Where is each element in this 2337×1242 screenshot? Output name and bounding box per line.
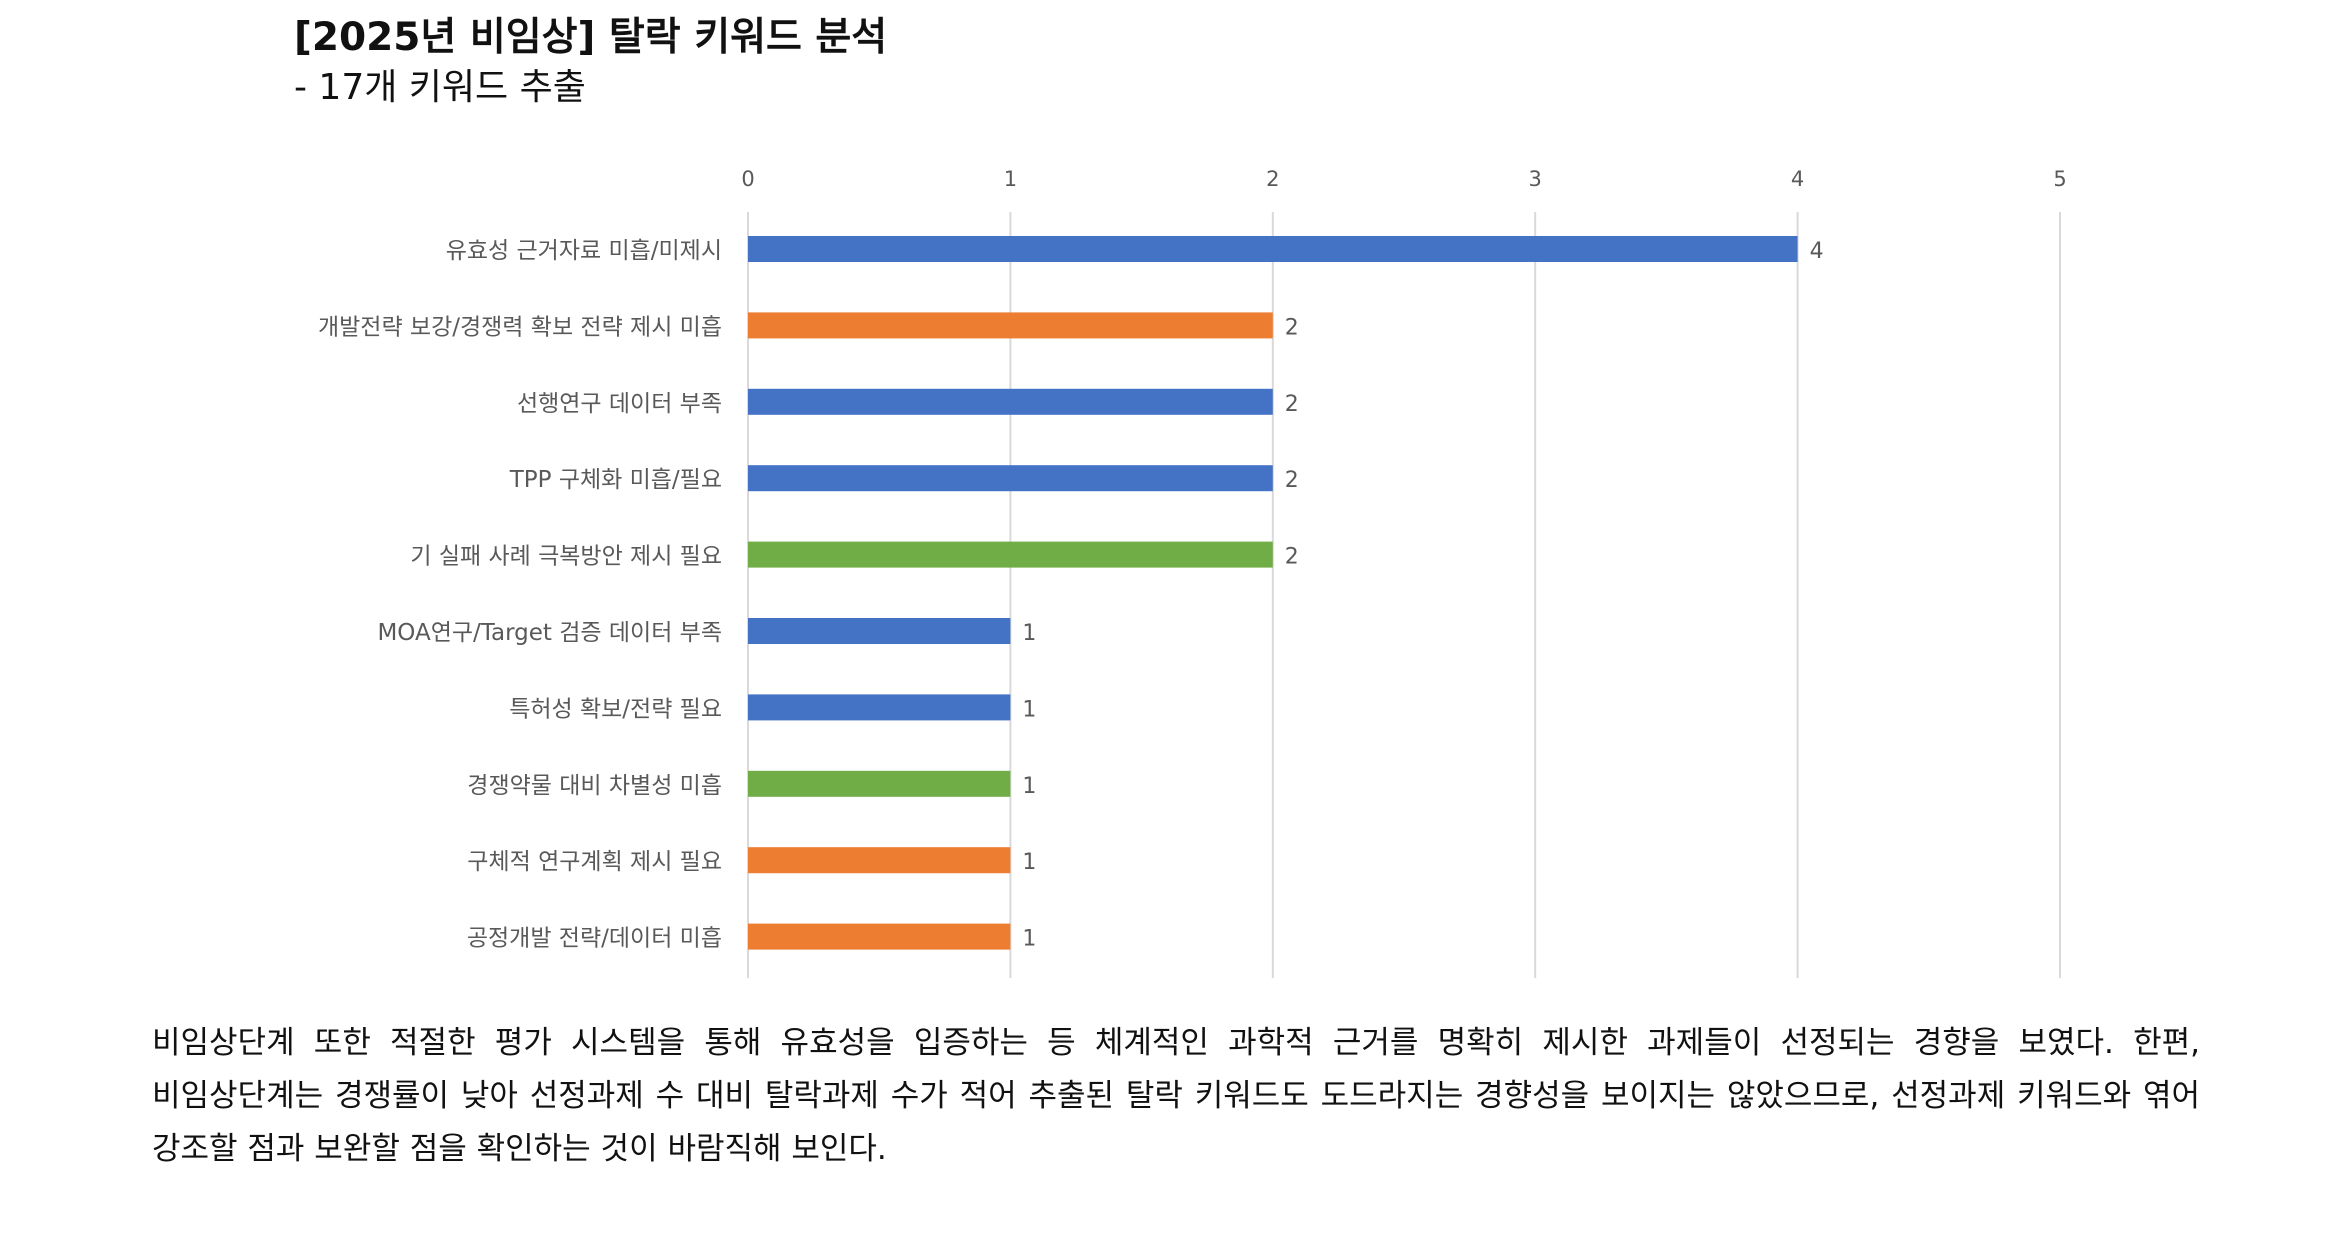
bar (748, 694, 1011, 721)
data-label: 2 (1285, 392, 1299, 417)
category-label: 특허성 확보/전략 필요 (509, 696, 722, 722)
bar (748, 541, 1273, 568)
data-label: 1 (1022, 850, 1036, 875)
x-tick-label: 2 (1266, 167, 1279, 191)
data-label: 1 (1022, 927, 1036, 952)
bar (748, 465, 1273, 492)
x-tick-label: 4 (1791, 167, 1804, 191)
bar (748, 923, 1011, 950)
category-label: 개발전략 보강/경쟁력 확보 전략 제시 미흡 (318, 314, 722, 340)
chart-header: [2025년 비임상] 탈락 키워드 분석 - 17개 키워드 추출 (294, 12, 1494, 112)
x-tick-label: 5 (2053, 167, 2066, 191)
data-label: 1 (1022, 774, 1036, 799)
data-label: 1 (1022, 621, 1036, 646)
x-tick-label: 0 (741, 167, 754, 191)
gridlines (747, 212, 2061, 978)
bar (748, 312, 1273, 339)
bar (748, 236, 1798, 262)
bar (748, 618, 1011, 644)
category-label: 기 실패 사례 극복방안 제시 필요 (410, 544, 722, 570)
data-label: 2 (1285, 468, 1299, 493)
x-tick-label: 1 (1004, 167, 1017, 191)
bars (748, 236, 1798, 950)
category-label: 구체적 연구계획 제시 필요 (467, 849, 722, 875)
category-label: 경쟁약물 대비 차별성 미흡 (467, 773, 722, 799)
chart-subtitle: - 17개 키워드 추출 (294, 67, 586, 108)
x-axis-ticks: 0 1 2 3 4 5 (741, 167, 2066, 191)
analysis-paragraph: 비임상단계 또한 적절한 평가 시스템을 통해 유효성을 입증하는 등 체계적인… (152, 1025, 2200, 1167)
data-label: 4 (1810, 239, 1824, 264)
data-label: 1 (1022, 697, 1036, 722)
category-label: 유효성 근거자료 미흡/미제시 (446, 238, 722, 264)
data-label: 2 (1285, 315, 1299, 340)
data-label: 2 (1285, 545, 1299, 570)
x-tick-label: 3 (1529, 167, 1542, 191)
category-label: TPP 구체화 미흡/필요 (509, 467, 722, 493)
bar (748, 388, 1273, 415)
bar (748, 847, 1011, 874)
value-labels: 4 2 2 2 2 1 1 1 1 1 (1022, 239, 1823, 952)
category-label: 공정개발 전략/데이터 미흡 (467, 926, 722, 952)
category-label: MOA연구/Target 검증 데이터 부족 (377, 620, 722, 646)
category-label: 선행연구 데이터 부족 (517, 391, 722, 417)
bar (748, 770, 1011, 797)
chart-title: [2025년 비임상] 탈락 키워드 분석 (294, 15, 888, 60)
